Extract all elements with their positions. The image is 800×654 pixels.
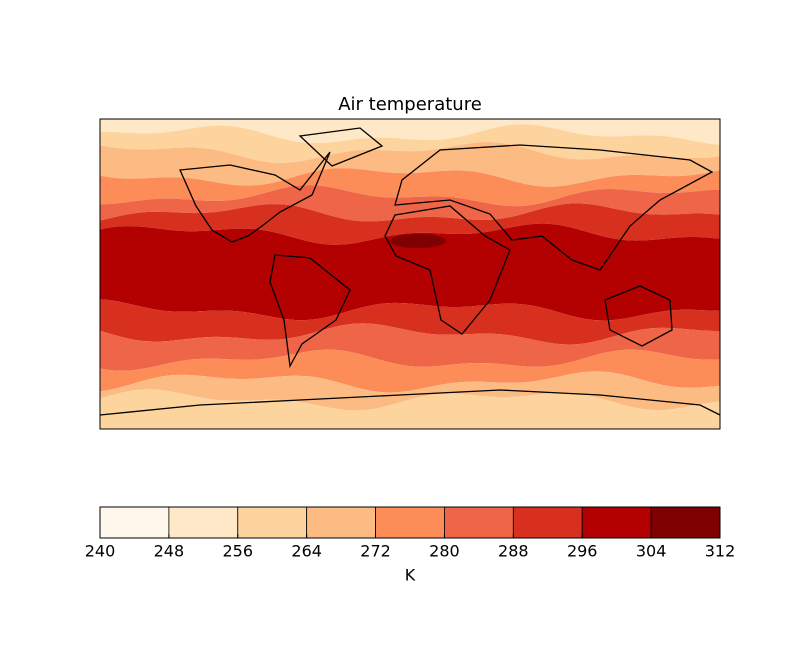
contour-band [100, 223, 720, 321]
coastline [298, 127, 384, 167]
colorbar-segment [512, 506, 583, 539]
tick-label: 264 [291, 542, 322, 561]
colorbar-label: K [405, 566, 416, 585]
coastline [179, 151, 331, 243]
tick-label: 248 [154, 542, 185, 561]
tick-label: 280 [429, 542, 460, 561]
contour-band [390, 234, 446, 248]
colorbar-segment [581, 506, 652, 539]
map-title: Air temperature [338, 94, 482, 115]
coastline [100, 389, 720, 416]
colorbar-segment [237, 506, 308, 539]
coastlines [100, 127, 720, 416]
colorbar-segment [444, 506, 514, 539]
contour-band [100, 142, 720, 187]
contour-band [100, 349, 720, 393]
colorbar-segment [650, 506, 721, 539]
coastline [269, 254, 351, 369]
contour-band [100, 168, 720, 207]
tick-label: 240 [85, 542, 116, 561]
tick-label: 304 [636, 542, 667, 561]
contour-band [100, 203, 720, 245]
coastline [394, 144, 714, 271]
contour-band [100, 323, 720, 371]
coastline [384, 205, 511, 335]
colorbar-segment [306, 506, 376, 539]
contour-fill [100, 119, 720, 429]
colorbar-segment [168, 506, 239, 539]
coastline [604, 285, 673, 347]
tick-label: 272 [360, 542, 391, 561]
tick-label: 312 [705, 542, 736, 561]
tick-label: 288 [498, 542, 529, 561]
colorbar-frame [99, 506, 721, 539]
map-frame [99, 118, 721, 430]
tick-label: 256 [223, 542, 254, 561]
contour-band [100, 371, 720, 411]
contour-band [100, 299, 720, 345]
colorbar: 240 248 256 264 272 280 288 296 304 312 [85, 506, 736, 561]
colorbar-segment [375, 506, 445, 539]
colorbar-segment [99, 506, 170, 539]
tick-label: 296 [567, 542, 598, 561]
contour-band [100, 119, 720, 145]
contour-band [100, 124, 720, 163]
contour-band [100, 389, 720, 429]
